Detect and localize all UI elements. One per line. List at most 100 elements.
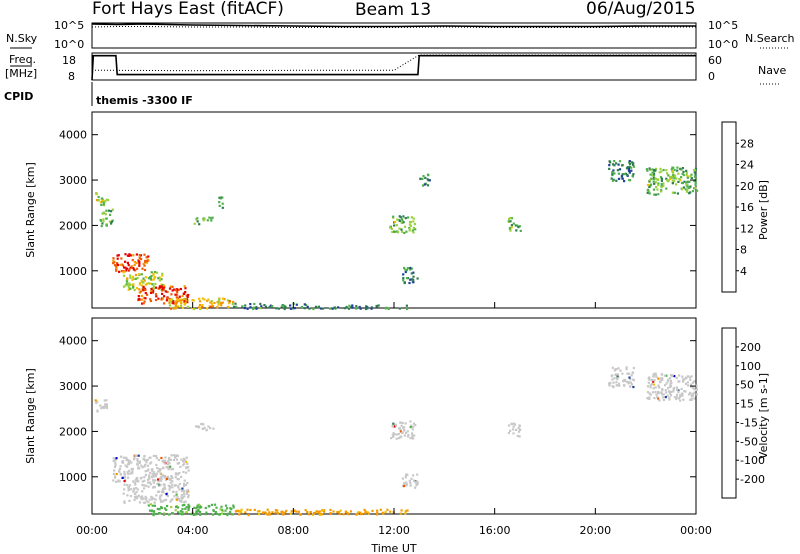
data-cell [223, 298, 226, 301]
data-cell [410, 267, 413, 270]
data-cell [408, 229, 411, 232]
data-cell [666, 172, 669, 175]
data-cell [149, 299, 153, 303]
data-cell [265, 512, 268, 515]
freq-label-line2: [MHz] [5, 67, 37, 80]
colorbar-frame [721, 121, 737, 293]
data-cell [130, 468, 133, 471]
data-cell [671, 182, 674, 185]
data-cell [167, 484, 170, 487]
data-cell [631, 372, 634, 375]
data-cell [191, 307, 194, 310]
data-cell [657, 193, 660, 196]
data-cell [169, 285, 172, 288]
data-cell [677, 391, 680, 394]
data-cell [218, 196, 221, 199]
data-cell [426, 178, 429, 181]
data-cell [148, 498, 151, 501]
data-cell [346, 511, 349, 514]
data-cell [348, 304, 351, 307]
nsearch-label: N.Search [745, 32, 795, 45]
data-cell [628, 161, 631, 164]
data-cell [155, 472, 158, 475]
data-cell [364, 511, 367, 515]
colorbar-frame [721, 327, 737, 499]
data-cell [152, 471, 155, 474]
data-cell [175, 505, 178, 509]
data-cell [187, 503, 190, 506]
data-cell [410, 272, 413, 275]
data-cell [168, 462, 171, 465]
data-cell [415, 484, 418, 487]
data-cell [179, 287, 182, 291]
data-cell [610, 177, 613, 180]
data-cell [664, 389, 667, 392]
data-cell [631, 174, 634, 177]
data-cell [104, 200, 107, 203]
data-cell [406, 277, 409, 280]
data-cell [645, 168, 648, 171]
data-cell [191, 299, 194, 302]
data-cell [364, 307, 368, 311]
data-cell [206, 219, 209, 222]
data-cell [376, 509, 379, 512]
data-cell [405, 481, 408, 484]
data-cell [675, 396, 678, 399]
noise-tick-high-right: 10^5 [708, 19, 738, 32]
data-cell [411, 436, 414, 439]
data-cell [664, 384, 667, 387]
data-cell [118, 467, 121, 471]
data-cell [307, 513, 311, 516]
data-cell [427, 174, 430, 177]
data-cell [129, 254, 132, 257]
data-cell [131, 275, 135, 278]
data-cell [304, 509, 307, 512]
data-cell [657, 397, 660, 400]
data-cell [149, 483, 152, 486]
data-cell [323, 510, 326, 513]
noise-series-nsky [91, 23, 696, 28]
data-cell [133, 263, 136, 266]
data-cell [158, 483, 161, 486]
velocity-colorbar: -200 -100 -50 -15 15 50 100 200 [721, 327, 765, 499]
data-cell [150, 498, 153, 501]
data-cell [276, 512, 279, 515]
data-cell [154, 286, 158, 289]
data-cell [158, 467, 161, 471]
data-cell [160, 283, 163, 286]
data-cell [178, 488, 181, 491]
data-cell [132, 284, 135, 287]
data-cell [177, 511, 180, 514]
data-cell [142, 288, 145, 291]
data-cell [654, 374, 657, 377]
data-cell [125, 465, 129, 468]
data-cell [403, 231, 406, 235]
data-cell [627, 382, 630, 385]
data-cell [514, 428, 518, 431]
data-cell [612, 381, 615, 384]
data-cell [140, 298, 144, 301]
data-cell [144, 498, 147, 501]
data-cell [117, 263, 120, 267]
data-cell [186, 305, 189, 308]
data-cell [395, 230, 398, 233]
data-cell [349, 510, 352, 513]
data-cell [359, 307, 362, 310]
data-cell [164, 498, 168, 501]
data-cell [408, 281, 411, 285]
data-cell [690, 397, 693, 400]
data-cell [359, 511, 362, 514]
data-cell [192, 307, 196, 311]
data-cell [142, 277, 145, 280]
data-cell [145, 461, 148, 464]
data-cell [312, 307, 315, 311]
data-cell [156, 466, 159, 470]
data-cell [133, 288, 136, 292]
data-cell [608, 164, 611, 167]
data-cell [131, 471, 134, 475]
data-cell [513, 422, 516, 425]
data-cell [128, 283, 132, 287]
data-cell [183, 482, 186, 485]
data-cell [628, 178, 631, 182]
data-cell [283, 305, 286, 308]
